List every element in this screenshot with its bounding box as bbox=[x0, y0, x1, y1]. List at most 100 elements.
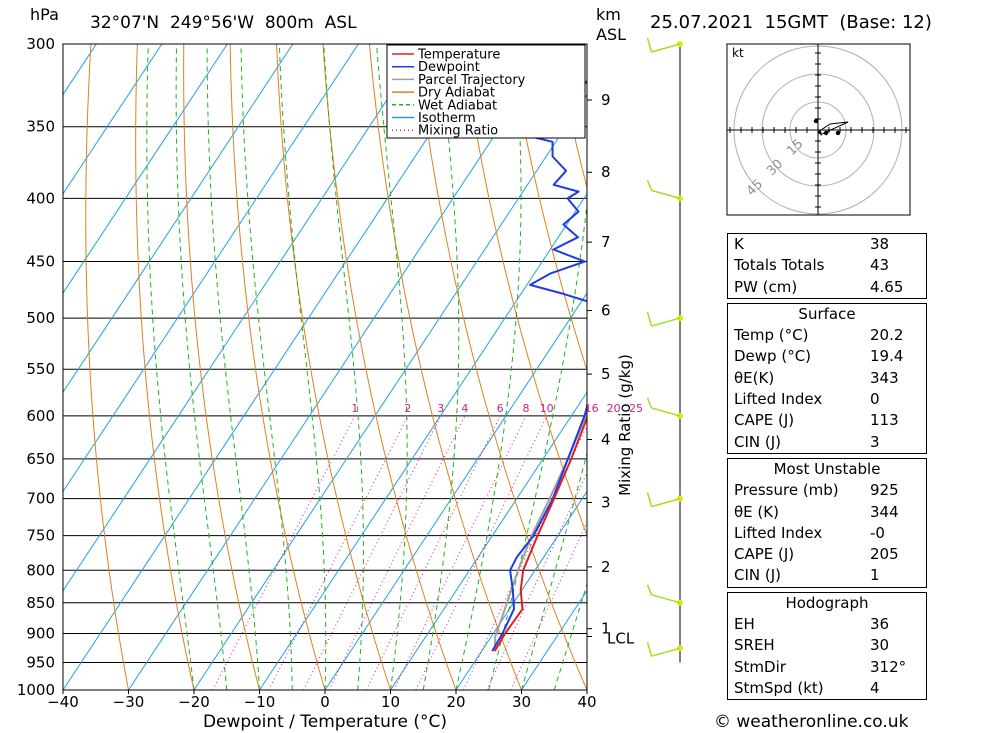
height-tick-label: 1 bbox=[601, 620, 611, 638]
dry-adiabat-line bbox=[276, 44, 391, 690]
surface-row: Lifted Index 0 bbox=[728, 389, 926, 410]
index-row: PW (cm) 4.65 bbox=[728, 277, 926, 298]
mixing-ratio-line bbox=[303, 415, 442, 690]
wind-barb-staff bbox=[651, 407, 681, 417]
x-tick-label: 20 bbox=[446, 693, 465, 711]
wet-adiabat-line bbox=[146, 44, 195, 690]
legend-mixing-ratio: Mixing Ratio bbox=[392, 124, 498, 139]
x-tick-label: −20 bbox=[178, 693, 210, 711]
legend-dry-adiabat: Dry Adiabat bbox=[392, 86, 495, 101]
mixing-ratio-label: 3 bbox=[437, 402, 444, 415]
mixing-ratio-label: 20 bbox=[607, 402, 621, 415]
wet-adiabat-line bbox=[455, 44, 522, 690]
isotherm-line bbox=[193, 93, 587, 690]
pressure-tick-label: 800 bbox=[26, 561, 55, 579]
hodograph-stat-value: 312° bbox=[870, 657, 907, 676]
pressure-tick-label: 450 bbox=[26, 253, 55, 271]
asl-label: ASL bbox=[596, 25, 626, 44]
mixing-ratio-line bbox=[510, 521, 587, 690]
surface-value: 343 bbox=[870, 368, 899, 387]
isotherm-line bbox=[128, 44, 556, 690]
wind-barb-flag bbox=[646, 641, 653, 657]
wind-barb-staff bbox=[651, 594, 681, 604]
mixing-ratio-label: 6 bbox=[497, 402, 504, 415]
surface-value: 0 bbox=[870, 390, 880, 409]
height-tick-label: 2 bbox=[601, 558, 611, 576]
hpa-label: hPa bbox=[30, 5, 59, 24]
datetime-title: 25.07.2021 15GMT (Base: 12) bbox=[650, 12, 932, 33]
wind-barb-flag bbox=[646, 37, 653, 53]
isotherm-line bbox=[259, 192, 587, 690]
isotherm-line bbox=[63, 44, 425, 592]
surface-title: Surface bbox=[798, 304, 856, 323]
mixing-ratio-label: 10 bbox=[540, 402, 554, 415]
hodograph-table: Hodograph EH 36 SREH 30 StmDir 312° StmSpd (kt… bbox=[727, 591, 927, 701]
dry-adiabat-line bbox=[461, 44, 587, 537]
surface-table: Surface Temp (°C) 20.2 Dewp (°C) 19.4 θE(K) 3… bbox=[727, 302, 927, 454]
surface-row: θE(K) 343 bbox=[728, 368, 926, 389]
dry-adiabat-line bbox=[926, 44, 1000, 690]
mixing-ratio-label: 4 bbox=[461, 402, 468, 415]
mixing-ratio-line bbox=[212, 415, 356, 690]
most-unstable-table: Most Unstable Pressure (mb) 925 θE (K) 344 L… bbox=[727, 457, 927, 588]
wet-adiabat-line bbox=[240, 44, 293, 690]
height-tick-label: 9 bbox=[601, 91, 611, 109]
most-unstable-row: Pressure (mb) 925 bbox=[728, 480, 926, 501]
dry-adiabat-line bbox=[973, 44, 1000, 690]
x-tick-label: −10 bbox=[244, 693, 276, 711]
legend-dewpoint: Dewpoint bbox=[392, 60, 480, 75]
wet-adiabat-line bbox=[278, 44, 327, 690]
legend-label: Dry Adiabat bbox=[418, 86, 495, 101]
mixing-ratio-label: 25 bbox=[629, 402, 643, 415]
hodograph-stat-value: 36 bbox=[870, 615, 890, 634]
isotherm-line bbox=[324, 292, 587, 690]
isotherm-line bbox=[455, 490, 587, 690]
most-unstable-label: Pressure (mb) bbox=[734, 481, 839, 500]
wind-barb-staff bbox=[651, 497, 681, 508]
pressure-tick-label: 400 bbox=[26, 189, 55, 207]
wind-barb-flag bbox=[646, 492, 653, 507]
wind-barb-flag bbox=[646, 397, 653, 409]
surface-label: CIN (J) bbox=[734, 432, 782, 451]
mixing-ratio-label: 2 bbox=[404, 402, 411, 415]
wet-adiabat-line bbox=[323, 44, 364, 690]
isotherm-line bbox=[63, 44, 228, 294]
dry-adiabat-line bbox=[85, 44, 129, 690]
x-tick-label: 10 bbox=[381, 693, 400, 711]
most-unstable-row: CAPE (J) 205 bbox=[728, 544, 926, 565]
mixing-ratio-label: 8 bbox=[523, 402, 530, 415]
mixing-ratio-label: 16 bbox=[585, 402, 599, 415]
most-unstable-label: Lifted Index bbox=[734, 523, 823, 542]
legend-label: Isotherm bbox=[418, 111, 476, 126]
pressure-tick-label: 950 bbox=[26, 653, 55, 671]
surface-label: θE(K) bbox=[734, 368, 775, 387]
wet-adiabat-line bbox=[376, 44, 408, 690]
isotherm-line bbox=[63, 44, 490, 690]
most-unstable-title: Most Unstable bbox=[773, 459, 881, 478]
indices-table: K 38 Totals Totals 43 PW (cm) 4.65 bbox=[727, 233, 927, 299]
wind-barb-staff bbox=[651, 647, 681, 657]
x-tick-label: 40 bbox=[577, 693, 596, 711]
pressure-tick-label: 850 bbox=[26, 594, 55, 612]
hodograph-stat-row: StmSpd (kt) 4 bbox=[728, 678, 926, 699]
wet-adiabat-line bbox=[422, 44, 460, 690]
x-tick-label: −40 bbox=[47, 693, 79, 711]
surface-label: Temp (°C) bbox=[734, 326, 809, 345]
height-tick-label: 7 bbox=[601, 233, 611, 251]
wet-adiabat-line bbox=[206, 44, 260, 690]
wet-adiabat-line bbox=[553, 582, 587, 690]
wet-adiabat-line bbox=[488, 200, 587, 690]
legend-isotherm: Isotherm bbox=[392, 111, 476, 126]
surface-value: 113 bbox=[870, 411, 899, 430]
wind-barb-staff bbox=[651, 43, 681, 53]
wind-barb-staff bbox=[651, 189, 681, 200]
index-value: 4.65 bbox=[870, 277, 904, 296]
wind-barb-flag bbox=[646, 584, 653, 596]
height-tick-label: 3 bbox=[601, 493, 611, 511]
pressure-tick-label: 750 bbox=[26, 527, 55, 545]
hodograph-trace bbox=[817, 121, 849, 135]
surface-row: Temp (°C) 20.2 bbox=[728, 325, 926, 346]
